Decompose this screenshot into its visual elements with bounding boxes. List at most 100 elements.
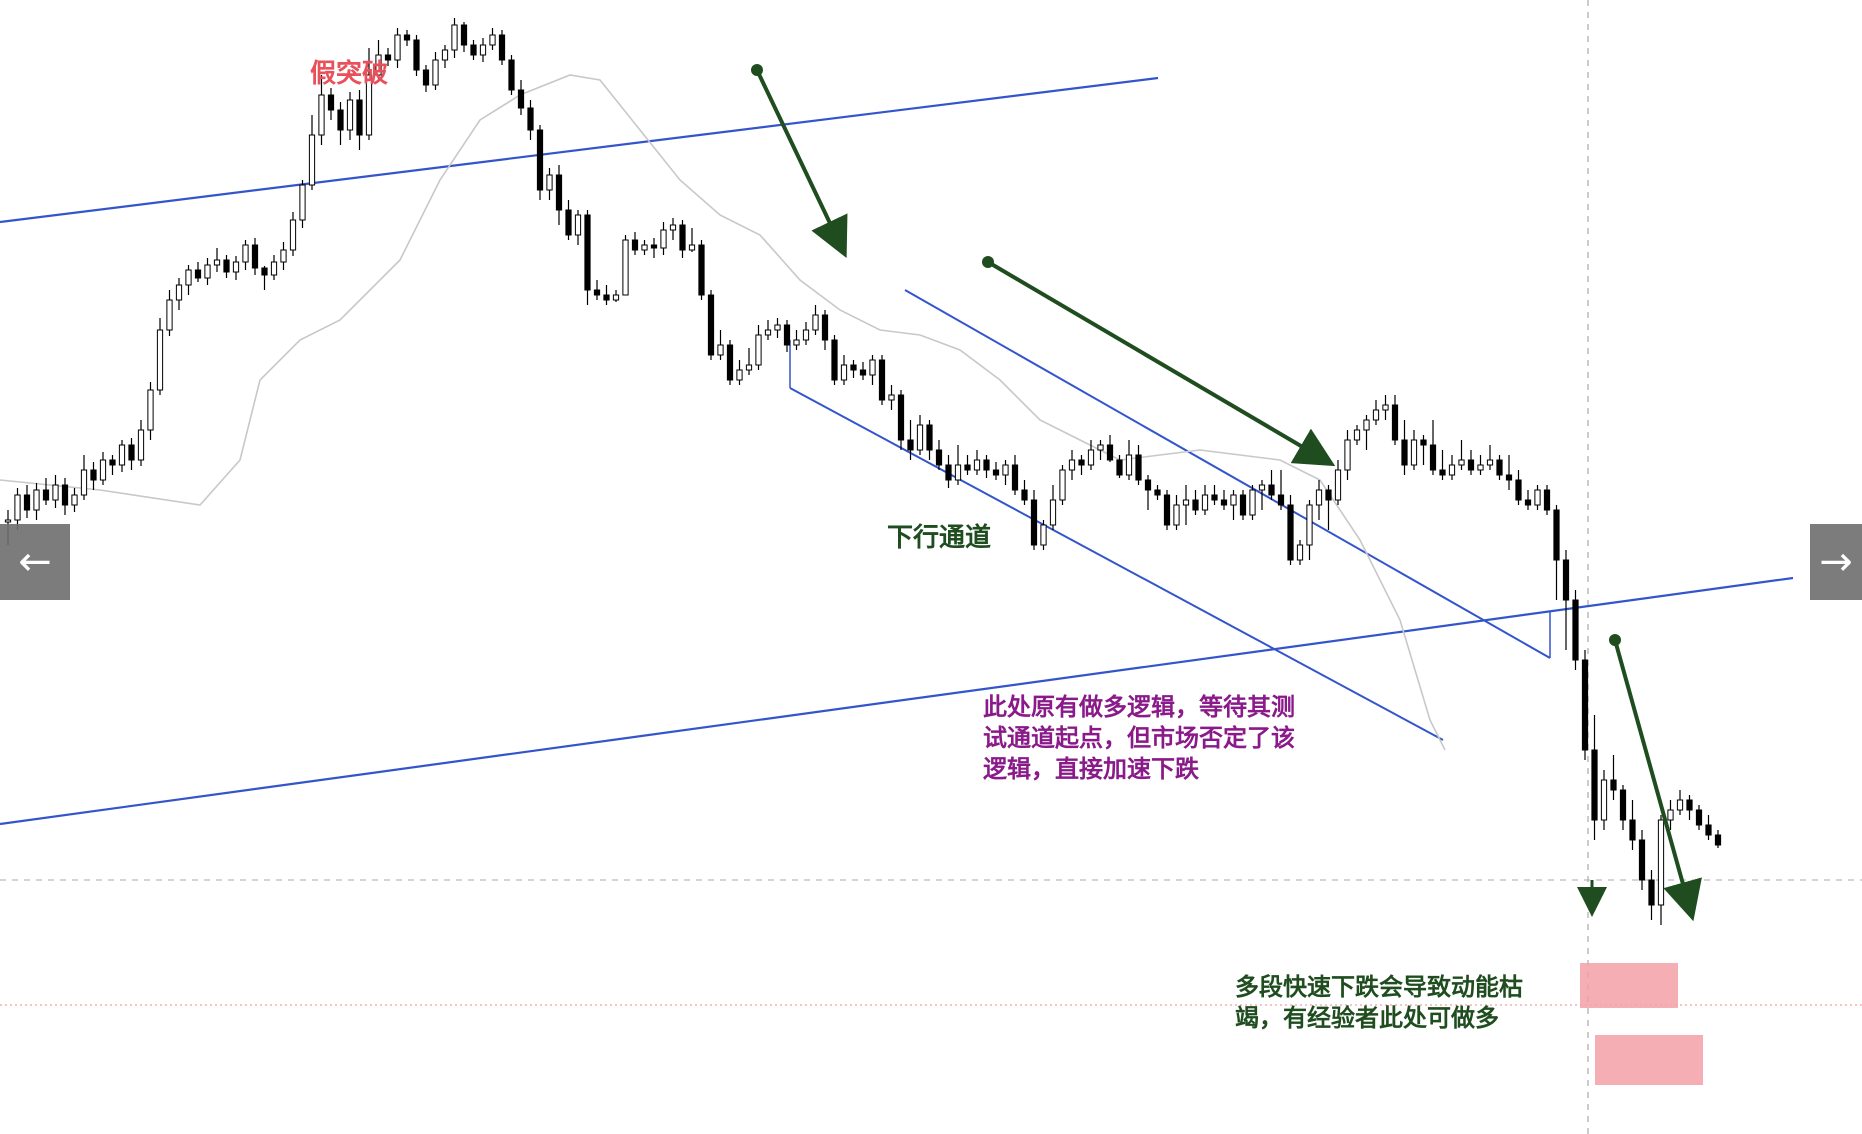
candle [1686,795,1693,820]
candle [527,100,534,140]
candle [1249,485,1256,520]
candle [1325,485,1332,530]
candle [1553,505,1560,600]
candle [1021,480,1028,505]
candle [983,455,990,478]
candle-body [470,44,477,56]
down-channel-lower-line [789,387,1444,741]
candle [603,285,610,305]
candle-body [223,259,230,273]
candle-body [479,44,487,56]
candle [280,242,287,270]
candle-body [213,259,221,266]
candle [973,450,981,475]
candle [916,415,924,455]
candle-body [441,49,449,61]
highlight-zone-upper [1580,963,1678,1008]
candle-body [1448,464,1456,476]
candle-body [1391,404,1399,441]
candle-body [755,334,762,366]
candle-body [717,344,724,356]
candle-body [1458,459,1465,466]
candle-body [897,394,905,441]
candle-body [1230,494,1237,506]
candle [1486,445,1494,470]
candle [1220,490,1228,510]
candle [1182,485,1190,525]
candle [707,290,715,360]
candle-body [128,444,135,461]
candle [156,318,164,395]
candle-body [593,289,601,296]
candle-body [175,284,183,301]
candle [204,258,211,285]
prev-slide-button[interactable]: ← [0,524,70,600]
candle-body [403,34,411,41]
candle-body [1363,419,1370,431]
candle-body [52,484,59,501]
candle-body [1467,459,1475,471]
candle [593,280,601,300]
candle [384,48,392,66]
candle [793,330,800,350]
candle-body [850,364,857,371]
candle-body [1429,444,1437,471]
candle-body [1325,489,1332,501]
candle-body [1277,494,1285,506]
candle [1363,415,1370,450]
candle-body [1154,489,1161,496]
candle [812,305,819,335]
candle [1534,485,1541,510]
candle [1344,430,1351,480]
candle [346,92,354,140]
candle [1087,440,1095,470]
candle [1524,490,1532,510]
candle [80,455,88,500]
up-channel-lower-line [0,576,1794,826]
candle-body [869,359,876,376]
candle [1268,470,1275,500]
candle-body [1515,479,1522,501]
candle-body [622,239,629,296]
candle [242,240,249,270]
moving-average-line [0,74,1446,751]
candle [261,266,268,290]
arrow-1 [755,69,848,259]
candle [878,355,886,405]
candle-body [840,364,848,381]
candle-body [289,219,297,251]
candle-body [517,89,525,109]
candle [375,40,382,82]
candle [1391,395,1399,445]
candle-body [1562,559,1570,601]
candle-body [1676,799,1684,811]
candle [489,28,496,50]
candle [1439,450,1446,480]
candle-body [1268,484,1275,496]
candle-body [1258,484,1266,491]
candle [1239,490,1247,520]
candle [23,485,31,518]
next-slide-button[interactable]: → [1810,524,1862,600]
candle-body [280,249,287,263]
candle [1610,755,1617,800]
candle [1201,485,1209,515]
candle-body [812,314,819,331]
candle [1714,830,1722,848]
arrow-3 [1613,639,1702,922]
candle-body [489,34,496,46]
candle-body [1714,834,1722,846]
candle [1648,870,1655,920]
candle [859,362,867,380]
candle [42,478,50,505]
candle [831,335,838,385]
candle-body [1249,489,1256,516]
candle-body [1030,499,1038,546]
candle [1078,455,1085,475]
candle [1040,520,1047,550]
candle-body [973,459,981,471]
candle-body [1382,404,1389,411]
candle [755,325,762,370]
candle [432,52,439,90]
candle-body [166,299,173,331]
